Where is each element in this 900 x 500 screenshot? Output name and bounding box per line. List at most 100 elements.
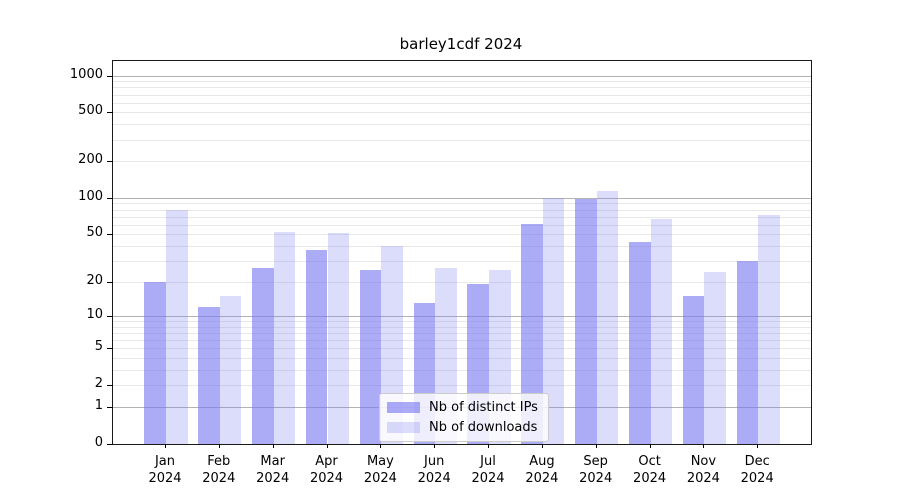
x-tick-label: Mar 2024	[241, 453, 305, 487]
y-tick-label: 5	[94, 339, 103, 354]
x-tick-mark	[165, 444, 166, 448]
minor-gridline	[113, 81, 811, 82]
bar-distinct-ips	[252, 268, 274, 444]
minor-gridline	[113, 340, 811, 341]
x-tick-label: May 2024	[348, 453, 412, 487]
bar-distinct-ips	[575, 198, 597, 444]
year-label: 2024	[471, 471, 505, 486]
minor-gridline	[113, 203, 811, 204]
y-tick-label: 50	[86, 225, 103, 240]
year-label: 2024	[525, 471, 559, 486]
bar-distinct-ips	[521, 223, 543, 444]
y-tick-mark	[107, 234, 113, 235]
minor-gridline	[113, 370, 811, 371]
y-tick-label: 0	[94, 435, 103, 450]
month-label: May	[366, 454, 394, 469]
minor-gridline	[113, 95, 811, 96]
x-tick-mark	[650, 444, 651, 448]
x-tick-label: Jan 2024	[133, 453, 197, 487]
y-tick-mark	[107, 76, 113, 77]
minor-gridline	[113, 234, 811, 235]
y-tick-mark	[107, 198, 113, 199]
minor-gridline	[113, 282, 811, 283]
legend-item-distinct-ips: Nb of distinct IPs	[387, 400, 538, 415]
year-label: 2024	[579, 471, 613, 486]
y-tick-mark	[107, 385, 113, 386]
legend-item-downloads: Nb of downloads	[387, 420, 538, 435]
minor-gridline	[113, 217, 811, 218]
chart-title: barley1cdf 2024	[399, 35, 523, 53]
month-label: Oct	[638, 454, 661, 469]
bar-downloads	[327, 233, 350, 444]
y-tick-label: 20	[86, 273, 103, 288]
y-tick-label: 500	[78, 103, 103, 118]
legend-swatch-downloads	[387, 422, 420, 433]
x-tick-mark	[596, 444, 597, 448]
year-label: 2024	[148, 471, 182, 486]
x-tick-mark	[488, 444, 489, 448]
bar-distinct-ips	[198, 307, 220, 444]
month-label: Mar	[260, 454, 285, 469]
minor-gridline	[113, 112, 811, 113]
bar-downloads	[273, 232, 296, 444]
month-label: Aug	[529, 454, 555, 469]
minor-gridline	[113, 225, 811, 226]
y-tick-label: 10	[86, 307, 103, 322]
year-label: 2024	[417, 471, 451, 486]
month-label: Dec	[744, 454, 770, 469]
bar-downloads	[758, 215, 780, 444]
minor-gridline	[113, 140, 811, 141]
minor-gridline	[113, 124, 811, 125]
month-label: Feb	[207, 454, 231, 469]
bar-downloads	[166, 210, 188, 444]
bar-distinct-ips	[305, 250, 328, 444]
y-tick-label: 1	[94, 398, 103, 413]
x-tick-label: Aug 2024	[510, 453, 574, 487]
bar-downloads	[650, 219, 673, 444]
minor-gridline	[113, 327, 811, 328]
x-tick-mark	[219, 444, 220, 448]
x-axis: Jan 2024 Feb 2024 Mar 2024 Apr 2024 May 2024 Jun 20…	[112, 444, 810, 496]
year-label: 2024	[740, 471, 774, 486]
bar-distinct-ips	[629, 242, 651, 444]
minor-gridline	[113, 246, 811, 247]
month-label: Apr	[315, 454, 338, 469]
bar-distinct-ips	[359, 270, 382, 444]
x-tick-mark	[434, 444, 435, 448]
bar-downloads	[704, 272, 726, 444]
plot-area: Nb of distinct IPs Nb of downloads	[107, 60, 812, 445]
x-tick-label: Dec 2024	[725, 453, 789, 487]
y-axis: 0 1 2 5 10 20 50 100 200 500 1000	[0, 60, 106, 450]
x-tick-mark	[757, 444, 758, 448]
minor-gridline	[113, 161, 811, 162]
major-gridline	[113, 76, 811, 77]
bar-downloads	[219, 296, 242, 444]
x-tick-mark	[380, 444, 381, 448]
minor-gridline	[113, 87, 811, 88]
legend-label-distinct-ips: Nb of distinct IPs	[429, 400, 538, 415]
y-tick-label: 100	[78, 189, 103, 204]
minor-gridline	[113, 210, 811, 211]
y-tick-label: 2	[94, 376, 103, 391]
legend-label-downloads: Nb of downloads	[429, 420, 538, 435]
minor-gridline	[113, 261, 811, 262]
minor-gridline	[113, 103, 811, 104]
x-tick-label: Jul 2024	[456, 453, 520, 487]
y-tick-mark	[107, 444, 113, 445]
minor-gridline	[113, 333, 811, 334]
month-label: Sep	[583, 454, 608, 469]
year-label: 2024	[202, 471, 236, 486]
bar-downloads	[596, 190, 619, 444]
y-tick-mark	[107, 112, 113, 113]
x-tick-label: Oct 2024	[618, 453, 682, 487]
month-label: Jul	[480, 454, 496, 469]
x-tick-mark	[542, 444, 543, 448]
x-tick-label: Jun 2024	[402, 453, 466, 487]
year-label: 2024	[363, 471, 397, 486]
legend-swatch-distinct-ips	[387, 402, 420, 413]
minor-gridline	[113, 358, 811, 359]
year-label: 2024	[256, 471, 290, 486]
y-tick-mark	[107, 282, 113, 283]
x-tick-mark	[703, 444, 704, 448]
